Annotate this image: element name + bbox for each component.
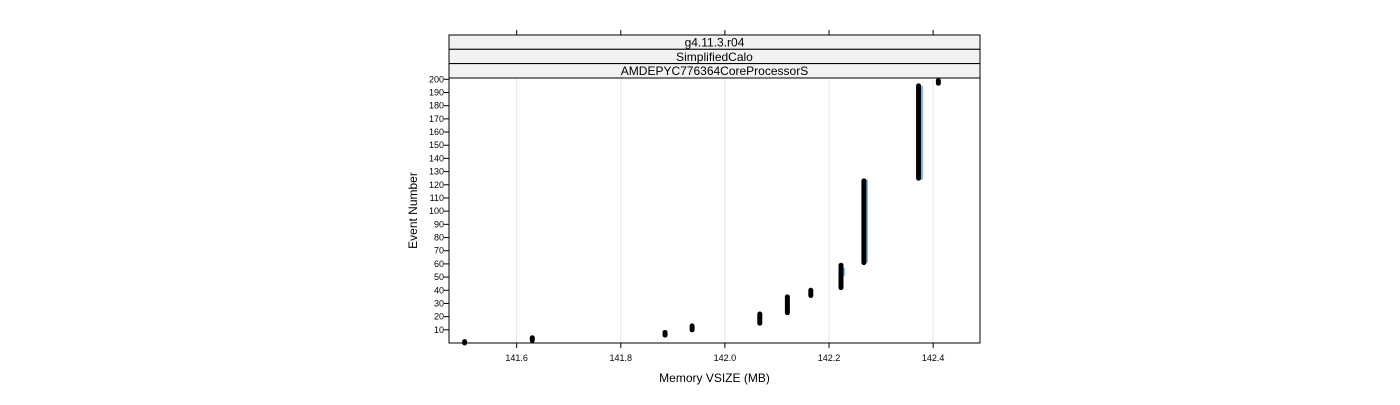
y-tick-label: 70 xyxy=(434,246,444,256)
grid-layer xyxy=(516,78,934,343)
y-tick-label: 100 xyxy=(429,206,444,216)
strip-label-version: g4.11.3.r04 xyxy=(685,36,745,50)
y-tick-label: 160 xyxy=(429,127,444,137)
y-axis-title: Event Number xyxy=(406,172,420,249)
x-axis-title: Memory VSIZE (MB) xyxy=(659,371,770,385)
y-tick-label: 130 xyxy=(429,167,444,177)
y-tick-label: 90 xyxy=(434,219,444,229)
y-tick-label: 40 xyxy=(434,285,444,295)
y-tick-label: 190 xyxy=(429,88,444,98)
data-layer xyxy=(462,78,941,346)
strip-label-test: SimplifiedCalo xyxy=(676,50,753,64)
x-tick-label: 142.0 xyxy=(714,353,737,363)
x-tick-label: 141.6 xyxy=(505,353,528,363)
y-tick-label: 50 xyxy=(434,272,444,282)
y-tick-label: 80 xyxy=(434,233,444,243)
y-tick-label: 150 xyxy=(429,140,444,150)
y-tick-label: 200 xyxy=(429,74,444,84)
x-tick-label: 142.4 xyxy=(922,353,945,363)
y-tick-label: 10 xyxy=(434,325,444,335)
y-tick-label: 140 xyxy=(429,153,444,163)
axis-layer: 141.6 141.8 142.0 142.2 142.4 10 20 30 40 50 60 70 8… xyxy=(429,30,944,363)
y-tick-label: 60 xyxy=(434,259,444,269)
strip-box-3 xyxy=(448,63,981,79)
y-tick-label: 30 xyxy=(434,298,444,308)
plot-panel-border xyxy=(448,77,981,344)
strip-label-processor: AMDEPYC776364CoreProcessorS xyxy=(621,64,808,78)
y-tick-label: 170 xyxy=(429,114,444,124)
y-tick-label: 180 xyxy=(429,101,444,111)
y-tick-label: 110 xyxy=(430,193,444,203)
y-tick-label: 120 xyxy=(429,180,444,190)
strip-panel: g4.11.3.r04 SimplifiedCalo AMDEPYC776364… xyxy=(448,34,981,79)
x-tick-label: 142.2 xyxy=(818,353,841,363)
x-tick-label: 141.8 xyxy=(610,353,633,363)
y-tick-label: 20 xyxy=(434,312,444,322)
